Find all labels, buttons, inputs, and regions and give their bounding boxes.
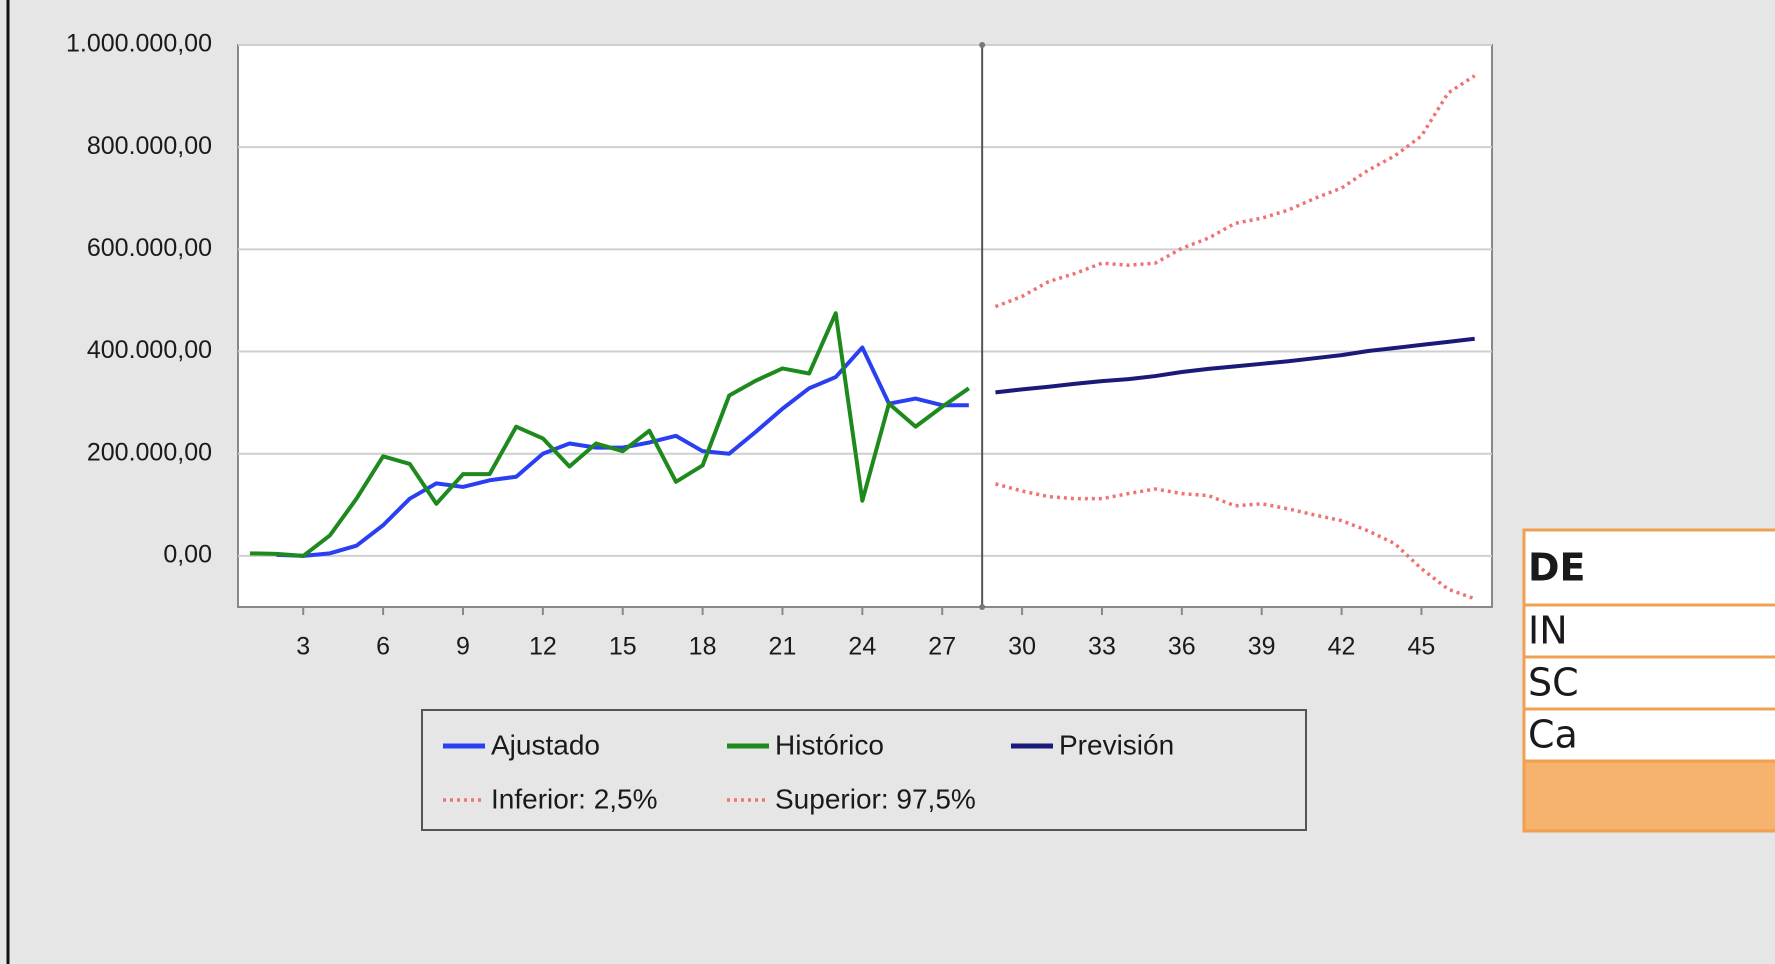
y-tick-label: 1.000.000,00 (66, 30, 212, 58)
table-cell-text: SC (1528, 661, 1579, 705)
x-tick-label: 9 (456, 633, 470, 661)
y-tick-label: 600.000,00 (87, 234, 212, 262)
table-cell (1522, 707, 1775, 763)
table-cell (1522, 759, 1775, 833)
legend-label: Inferior: 2,5% (491, 783, 658, 814)
series-line (276, 345, 969, 558)
series-lines (249, 74, 1476, 601)
x-tick-label: 45 (1408, 633, 1436, 661)
axes: 0,00 200.000,00 400.000,00 600.000,00 800.00… (66, 30, 1435, 661)
table-cell-text: Ca (1528, 713, 1578, 757)
divider-end (979, 604, 986, 610)
legend-label: Histórico (775, 729, 884, 760)
divider-end (979, 42, 986, 48)
x-tick-label: 27 (928, 633, 956, 661)
x-tick-label: 21 (769, 633, 797, 661)
side-table: DE IN SC Ca (1522, 528, 1775, 833)
x-tick-label: 30 (1008, 633, 1036, 661)
x-tick-label: 3 (296, 633, 310, 661)
legend-label: Ajustado (491, 729, 600, 760)
series-line (994, 74, 1476, 309)
x-tick-label: 36 (1168, 633, 1196, 661)
x-tick-label: 6 (376, 633, 390, 661)
x-tick-label: 18 (689, 633, 717, 661)
table-cell-text: IN (1528, 609, 1568, 653)
series-line (249, 311, 970, 558)
x-tick-label: 12 (529, 633, 557, 661)
y-tick-label: 200.000,00 (87, 438, 212, 466)
legend-label: Previsión (1059, 729, 1174, 760)
y-tick-label: 800.000,00 (87, 132, 212, 160)
x-tick-label: 42 (1328, 633, 1356, 661)
legend: Ajustado Histórico Previsión Inferior: 2,5%… (443, 729, 1174, 814)
legend-box (421, 709, 1307, 831)
y-tick-label: 400.000,00 (87, 336, 212, 364)
series-line (995, 336, 1475, 395)
plot-area (237, 44, 1493, 608)
table-cell (1522, 655, 1775, 711)
y-tick-label: 0,00 (163, 541, 212, 569)
x-tick-label: 39 (1248, 633, 1276, 661)
table-cell (1522, 528, 1775, 607)
table-cell (1522, 603, 1775, 659)
x-tick-label: 15 (609, 633, 637, 661)
x-tick-label: 24 (848, 633, 876, 661)
x-tick-label: 33 (1088, 633, 1116, 661)
legend-label: Superior: 97,5% (775, 783, 976, 814)
table-cell-text: DE (1528, 546, 1586, 590)
